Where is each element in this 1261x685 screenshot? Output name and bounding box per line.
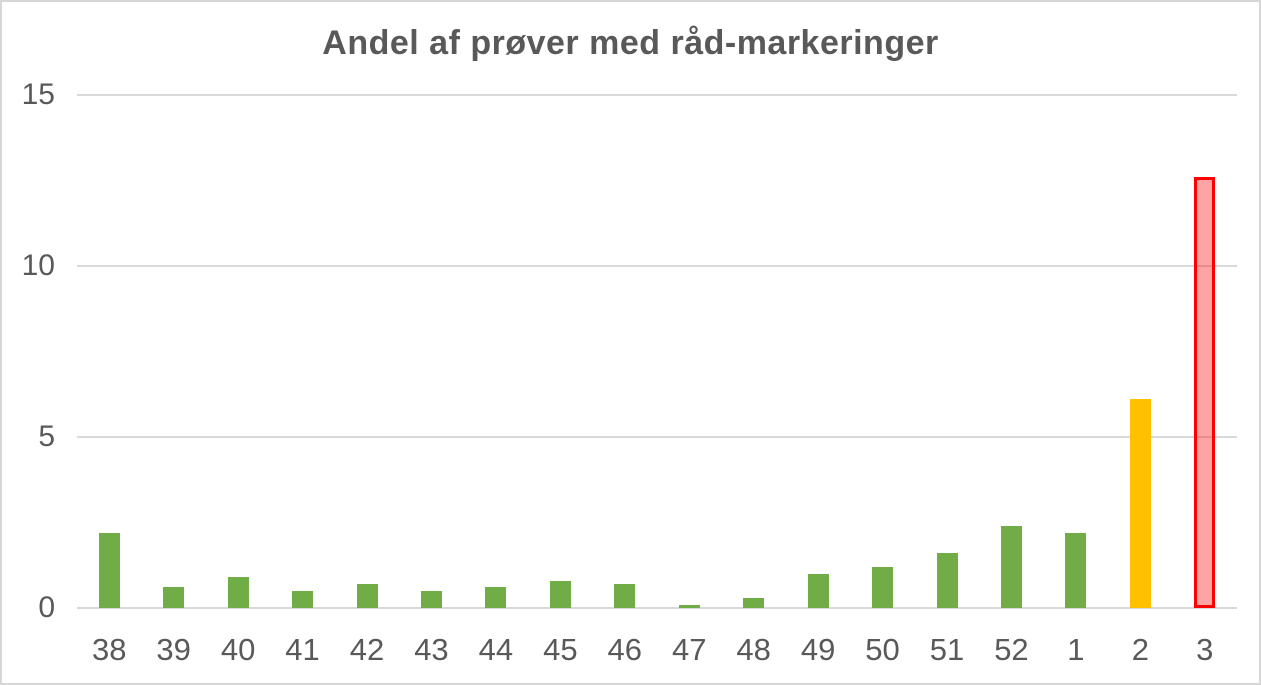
x-tick-label-41: 41 (285, 632, 320, 667)
bar-44 (485, 587, 507, 608)
gridline-0 (77, 607, 1237, 609)
bar-3 (1194, 177, 1216, 608)
plot-area (77, 94, 1237, 609)
x-tick-label-44: 44 (478, 632, 514, 667)
y-tick-label-0: 0 (38, 591, 55, 624)
y-tick-label-5: 5 (38, 420, 55, 453)
bar-2 (1129, 399, 1151, 608)
chart-title: Andel af prøver med råd-markeringer (322, 24, 939, 62)
x-tick-label-51: 51 (929, 632, 965, 667)
bar-40 (227, 577, 249, 608)
x-tick-label-49: 49 (800, 632, 836, 667)
x-tick-label-2: 2 (1131, 632, 1149, 667)
x-tick-label-46: 46 (607, 632, 642, 667)
y-axis-labels: 0 5 10 15 (2, 80, 55, 623)
bar-45 (549, 581, 571, 608)
x-tick-label-1: 1 (1067, 632, 1085, 667)
bar-39 (163, 587, 185, 608)
x-tick-label-50: 50 (865, 632, 900, 667)
x-tick-label-38: 38 (91, 632, 127, 667)
x-axis-labels: 38 39 40 41 42 43 44 45 46 47 48 49 50 51 52 1 2 3 (77, 634, 1237, 670)
bar-48 (743, 598, 765, 608)
bar-41 (292, 591, 314, 608)
x-tick-label-40: 40 (220, 632, 256, 667)
x-tick-label-43: 43 (414, 632, 449, 667)
bar-46 (614, 584, 636, 608)
bar-42 (356, 584, 378, 608)
bar-52 (1000, 526, 1022, 608)
bar-1 (1065, 533, 1087, 608)
x-tick-label-52: 52 (994, 632, 1029, 667)
bar-49 (807, 574, 829, 608)
x-tick-label-47: 47 (671, 632, 707, 667)
x-tick-label-45: 45 (543, 632, 578, 667)
bar-50 (872, 567, 894, 608)
x-tick-label-48: 48 (736, 632, 771, 667)
y-tick-label-15: 15 (21, 78, 55, 111)
bar-51 (936, 553, 958, 608)
bar-47 (678, 605, 700, 608)
x-tick-label-3: 3 (1196, 632, 1214, 667)
bar-38 (98, 533, 120, 608)
y-tick-label-10: 10 (21, 249, 55, 282)
x-tick-label-42: 42 (349, 632, 385, 667)
bar-43 (420, 591, 442, 608)
gridline-10 (77, 265, 1237, 267)
gridline-5 (77, 436, 1237, 438)
x-tick-label-39: 39 (156, 632, 191, 667)
gridline-15 (77, 94, 1237, 96)
